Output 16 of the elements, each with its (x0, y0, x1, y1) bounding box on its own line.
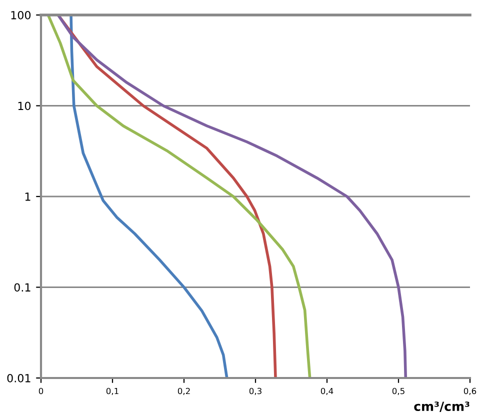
line-series (56, 15, 408, 378)
y-tick-label: 100 (11, 10, 31, 20)
y-tick-label: 10 (18, 102, 31, 110)
x-tick-label: 0,3 (249, 388, 262, 396)
x-tick-label: 0,2 (178, 388, 190, 396)
x-tick-label: 0 (38, 388, 44, 394)
x-axis-title: cm³/cm³ (414, 402, 470, 412)
x-tick-label: 0,5 (392, 388, 404, 396)
x-tick-label: 0,1 (106, 388, 118, 396)
y-tick-label: 1 (25, 192, 30, 201)
y-tick-label: 0.01 (7, 374, 30, 382)
line-series (46, 15, 312, 378)
line-series (70, 15, 228, 378)
x-tick-label: 0,4 (320, 388, 334, 396)
y-tick-label: 0.1 (14, 283, 30, 292)
x-tick-label: 0,6 (464, 388, 476, 396)
